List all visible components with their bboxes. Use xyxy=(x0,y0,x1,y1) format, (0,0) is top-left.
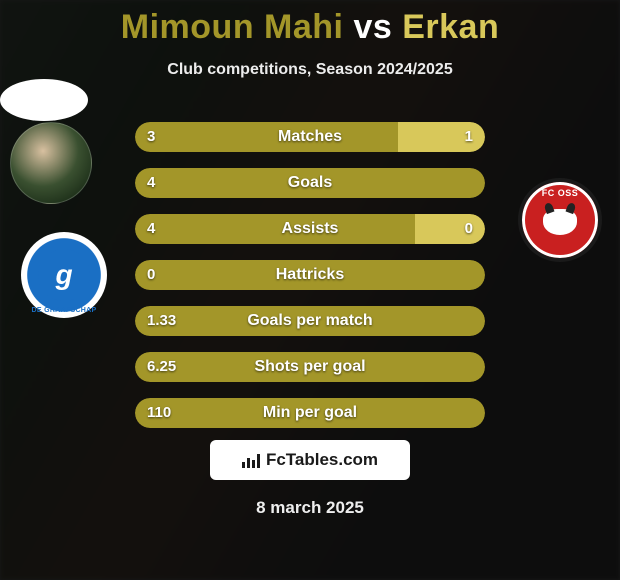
subtitle: Club competitions, Season 2024/2025 xyxy=(0,61,620,79)
club1-badge-letter: g xyxy=(38,249,90,301)
stat-rows: 31Matches 4Goals 40Assists 0Hattricks 1.33Go… xyxy=(135,122,485,444)
club2-badge-name: FC OSS xyxy=(542,188,579,198)
stat-row: 6.25Shots per goal xyxy=(135,352,485,382)
club1-badge-name: DE GRAAFSCHAP xyxy=(32,307,97,314)
stat-row: 0Hattricks xyxy=(135,260,485,290)
club1-badge: g DE GRAAFSCHAP xyxy=(21,232,107,318)
stat-label: Matches xyxy=(135,122,485,152)
brand-suffix: .com xyxy=(338,450,378,469)
footer-brand-badge: FcTables.com xyxy=(210,440,410,480)
stat-label: Goals xyxy=(135,168,485,198)
stat-label: Assists xyxy=(135,214,485,244)
stat-row: 40Assists xyxy=(135,214,485,244)
vs-text: vs xyxy=(353,8,392,46)
stat-label: Goals per match xyxy=(135,306,485,336)
stat-row: 110Min per goal xyxy=(135,398,485,428)
club2-bull-icon xyxy=(543,209,577,235)
chart-icon xyxy=(242,452,262,468)
stat-row: 4Goals xyxy=(135,168,485,198)
player2-name: Erkan xyxy=(402,8,499,46)
brand-main: Tables xyxy=(286,450,339,469)
club2-badge: FC OSS xyxy=(518,178,602,262)
player2-avatar-placeholder xyxy=(0,79,88,121)
date-text: 8 march 2025 xyxy=(0,498,620,518)
stat-label: Min per goal xyxy=(135,398,485,428)
stat-label: Shots per goal xyxy=(135,352,485,382)
stat-label: Hattricks xyxy=(135,260,485,290)
stat-row: 31Matches xyxy=(135,122,485,152)
stat-row: 1.33Goals per match xyxy=(135,306,485,336)
page-title: Mimoun Mahi vs Erkan xyxy=(0,0,620,47)
player1-name: Mimoun Mahi xyxy=(121,8,344,46)
footer-brand-text: FcTables.com xyxy=(266,450,378,470)
brand-prefix: Fc xyxy=(266,450,286,469)
content-root: Mimoun Mahi vs Erkan Club competitions, … xyxy=(0,0,620,580)
player1-avatar xyxy=(10,122,92,204)
